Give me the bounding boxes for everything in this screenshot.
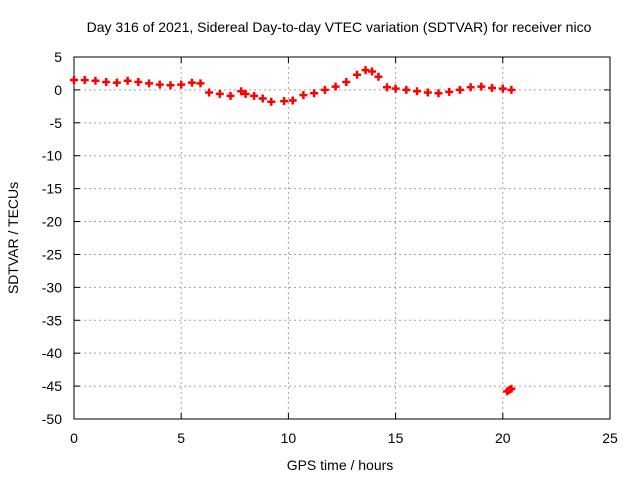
x-tick-label: 25 [602,430,618,446]
data-point [488,83,497,92]
data-point [215,89,224,98]
plot-border [73,56,611,420]
y-tick-label: -40 [42,345,62,361]
y-tick-label: -50 [42,411,62,427]
data-point [477,82,486,91]
data-point [187,78,196,87]
data-point [145,79,154,88]
data-point [123,76,132,85]
x-tick-label: 15 [388,430,404,446]
data-point [391,84,400,93]
data-point [237,87,246,96]
x-axis-label: GPS time / hours [287,457,394,473]
y-axis: 5 0 -5 -10 -15 -20 -25 -30 -35 -40 -45 -50 [42,49,610,427]
data-point [177,80,186,89]
data-point [155,80,164,89]
y-tick-label: -45 [42,378,62,394]
x-axis: 0 5 10 15 20 25 [70,57,618,446]
data-point [288,96,297,105]
y-tick-label: -30 [42,279,62,295]
data-point [374,72,383,81]
y-tick-label: 5 [54,49,62,65]
plot-frame [73,56,611,420]
chart-title: Day 316 of 2021, Sidereal Day-to-day VTE… [87,19,592,35]
data-point [383,83,392,92]
data-series-sdtvar [70,66,516,396]
data-point [196,79,205,88]
data-point [299,91,308,100]
x-tick-label: 10 [281,430,297,446]
y-tick-label: -5 [50,115,63,131]
data-point [134,78,143,87]
data-point [434,89,443,98]
data-point [310,89,319,98]
data-point [226,91,235,100]
data-point [368,67,377,76]
data-point [455,85,464,94]
data-point [445,87,454,96]
data-point [466,83,475,92]
y-axis-label: SDTVAR / TECUs [5,182,21,294]
data-point [241,89,250,98]
data-point [331,82,340,91]
data-point [353,70,362,79]
data-point [250,91,259,100]
data-point [423,88,432,97]
data-point [413,87,422,96]
x-tick-label: 5 [177,430,185,446]
x-tick-label: 0 [70,430,78,446]
data-point [258,94,267,103]
data-point [320,85,329,94]
data-point [402,85,411,94]
grid-lines [74,57,610,419]
data-point [267,97,276,106]
data-point [205,88,214,97]
data-point [342,78,351,87]
data-point [91,76,100,85]
data-point [102,78,111,87]
data-point [498,84,507,93]
data-point [80,76,89,85]
data-point [507,85,516,94]
y-tick-label: -35 [42,312,62,328]
data-point [280,97,289,106]
y-tick-label: -20 [42,214,62,230]
data-point [112,78,121,87]
y-tick-label: -15 [42,181,62,197]
y-tick-label: -10 [42,148,62,164]
x-tick-label: 20 [495,430,511,446]
data-point [166,81,175,90]
y-tick-label: -25 [42,246,62,262]
data-point [70,76,78,85]
data-point [361,66,370,75]
y-tick-label: 0 [54,82,62,98]
data-point [507,384,516,393]
